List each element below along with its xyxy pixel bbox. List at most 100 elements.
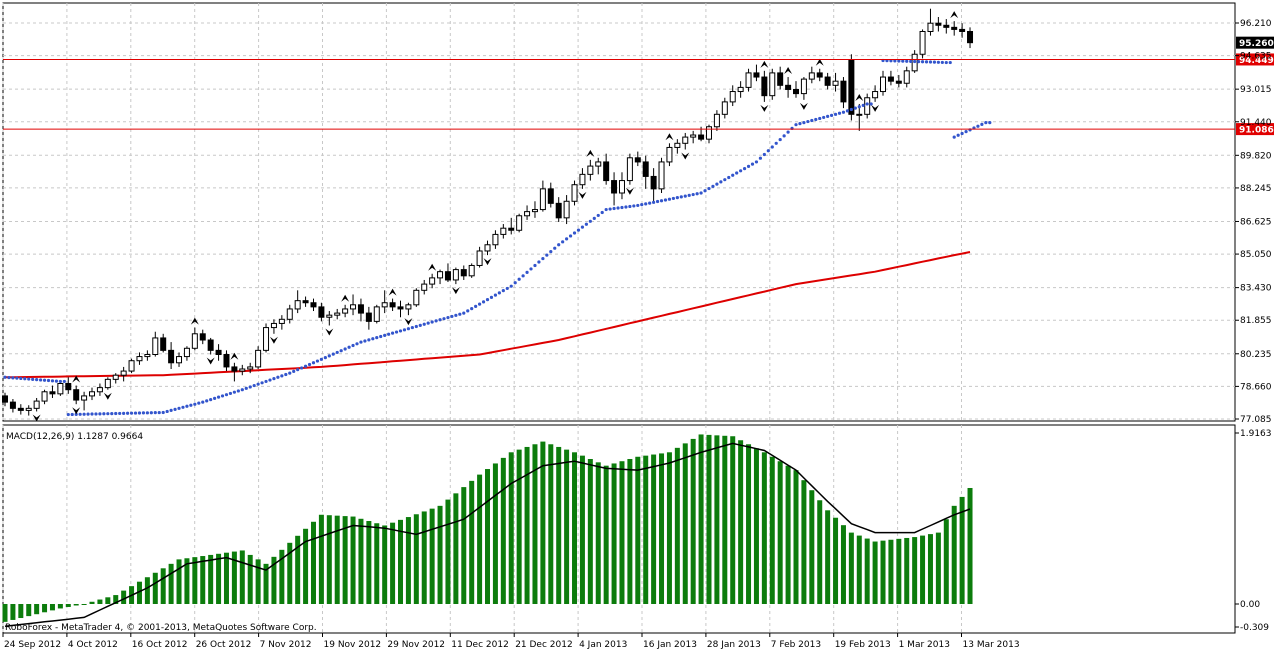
macd-label: MACD(12,26,9) 1.1287 0.9664 [6, 432, 143, 442]
sar-dot [315, 359, 320, 363]
sar-dot [114, 411, 118, 416]
axes: 96.210 94.635 93.015 91.440 89.820 88.245 86.6… [2, 19, 1272, 650]
candle [294, 290, 301, 314]
sar-dot [960, 131, 964, 136]
candle [856, 103, 863, 131]
candle [357, 298, 364, 322]
candle-down-body [73, 389, 80, 401]
copyright-text: RoboForex - MetaTrader 4, © 2001-2013, M… [5, 623, 317, 633]
candle [468, 263, 475, 278]
sar-dot [746, 164, 751, 168]
sar-dot [232, 390, 236, 394]
price-panel[interactable] [2, 2, 1236, 422]
sar-dot [715, 182, 719, 186]
candle-up-body [381, 302, 388, 308]
sar-dot [256, 382, 260, 386]
macd-bar [643, 455, 649, 604]
sar-dot [782, 134, 786, 138]
sar-dot [141, 411, 146, 415]
fractal-down-arrow [72, 407, 81, 415]
candle [737, 81, 744, 98]
candle-up-body [705, 126, 712, 140]
sar-dot [288, 371, 292, 375]
macd-bar [698, 434, 704, 604]
candle-up-body [690, 134, 697, 138]
time-tick-label: 24 Sep 2012 [4, 640, 61, 650]
candle-down-body [223, 354, 230, 368]
price-tick-label: 81.855 [1240, 316, 1272, 326]
time-tick-label: 19 Feb 2013 [835, 640, 891, 650]
sar-dot [762, 152, 766, 157]
sar-dot [948, 60, 952, 65]
macd-bar [959, 496, 965, 604]
time-tick-label: 16 Jan 2013 [643, 640, 697, 650]
candle [872, 85, 879, 102]
candle-up-body [864, 97, 871, 115]
candle-down-body [389, 302, 396, 308]
candle-down-body [943, 24, 950, 28]
time-tick-label: 4 Jan 2013 [579, 640, 627, 650]
candle [176, 352, 183, 367]
sar-dot [920, 60, 925, 64]
sar-dot [66, 412, 70, 417]
macd-bar [872, 541, 878, 604]
candle [571, 180, 578, 206]
candle-up-body [176, 356, 183, 364]
candle-up-body [96, 387, 103, 393]
sar-dot [165, 409, 169, 414]
sar-dot [644, 202, 648, 206]
macd-bar [461, 487, 467, 604]
fractal-down-arrow [681, 152, 690, 160]
macd-bar [144, 577, 150, 604]
candle [832, 72, 839, 92]
sar-dot [450, 314, 454, 319]
sar-dot [810, 118, 814, 123]
sar-dot [422, 322, 426, 326]
sar-dot [537, 260, 541, 264]
signal-series-line [4, 442, 971, 628]
sar-dot [497, 291, 501, 295]
sar-dot [936, 60, 940, 64]
sar-dot [300, 366, 304, 370]
candle [191, 327, 198, 351]
sar-dot [173, 407, 177, 411]
macd-bar [682, 443, 688, 604]
macd-bar [603, 465, 609, 604]
sar-dot [426, 321, 430, 325]
macd-bar [564, 449, 570, 604]
candle-down-body [698, 134, 705, 140]
current-price-badge [1236, 36, 1274, 49]
candle-down-body [824, 76, 831, 86]
candle [935, 16, 942, 32]
candle-down-body [302, 300, 309, 304]
candle-up-body [128, 360, 135, 372]
sar-dot [398, 329, 403, 333]
candle-down-body [207, 339, 214, 351]
macd-bar [208, 554, 214, 604]
candle [800, 77, 807, 100]
macd-bar [326, 515, 332, 604]
candle-up-body [342, 308, 349, 314]
candle-up-body [421, 283, 428, 291]
candle-up-body [531, 209, 538, 213]
sar-dot [557, 243, 561, 247]
sar-dot [513, 281, 517, 285]
macd-bar [761, 452, 767, 604]
candle-up-body [856, 113, 863, 116]
price-tick-label: 83.430 [1240, 284, 1272, 294]
sar-dot [379, 334, 383, 339]
candle-down-body [49, 391, 56, 395]
candle-up-body [903, 70, 910, 84]
macd-bar [89, 601, 95, 604]
macd-bar [587, 458, 593, 604]
sar-dot [754, 160, 759, 164]
fractal-up-arrow [784, 67, 793, 75]
fractal-up-arrow [665, 133, 674, 141]
macd-bar [659, 453, 665, 604]
candle-up-body [239, 368, 246, 372]
candle [429, 273, 436, 289]
level-badge-text: 91.086 [1239, 126, 1274, 136]
candle-down-body [935, 22, 942, 26]
